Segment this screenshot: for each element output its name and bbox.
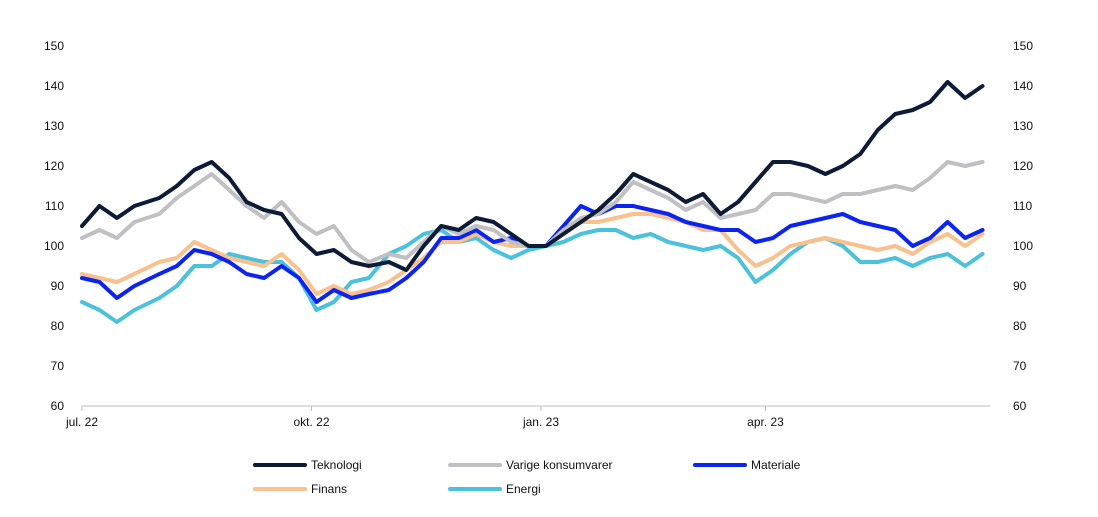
y-tick-label-right: 120 [1013,159,1033,173]
y-tick-label-left: 70 [51,359,65,373]
y-tick-label-right: 60 [1013,399,1027,413]
series-layer [80,80,985,324]
y-tick-label-left: 130 [44,119,64,133]
y-tick-label-right: 110 [1013,199,1032,213]
legend-label-teknologi: Teknologi [311,458,362,472]
y-tick-label-right: 100 [1013,239,1033,253]
y-tick-label-right: 140 [1013,79,1033,93]
legend-label-materiale: Materiale [751,458,801,472]
x-axis: jul. 22 okt. 22 jan. 23 apr. 23 [65,406,784,429]
y-tick-label-right: 150 [1013,39,1033,53]
legend-label-energi: Energi [506,482,541,496]
y-tick-label-left: 80 [51,319,65,333]
right-y-axis: 60 70 80 90 100 110 120 130 140 150 [1013,39,1033,413]
y-tick-label-left: 60 [51,399,65,413]
y-tick-label-left: 100 [44,239,64,253]
y-tick-label-left: 150 [44,39,64,53]
legend-label-finans: Finans [311,482,347,496]
series-line-teknologi [80,80,985,272]
x-tick-label: apr. 23 [747,415,784,429]
left-y-axis: 60 70 80 90 100 110 120 130 140 150 [44,39,64,413]
x-tick-label: jan. 23 [522,415,559,429]
y-tick-label-right: 80 [1013,319,1027,333]
series-line-finans [80,212,985,296]
y-tick-label-left: 140 [44,79,64,93]
y-tick-label-right: 70 [1013,359,1027,373]
y-tick-label-left: 120 [44,159,64,173]
x-tick-label: jul. 22 [65,415,98,429]
y-tick-label-right: 90 [1013,279,1027,293]
legend: Teknologi Varige konsumvarer Materiale Fina… [253,458,801,496]
y-tick-label-right: 130 [1013,119,1033,133]
y-tick-label-left: 90 [51,279,65,293]
x-tick-label: okt. 22 [293,415,329,429]
legend-label-varige-konsumvarer: Varige konsumvarer [506,458,613,472]
y-tick-label-left: 110 [45,199,64,213]
